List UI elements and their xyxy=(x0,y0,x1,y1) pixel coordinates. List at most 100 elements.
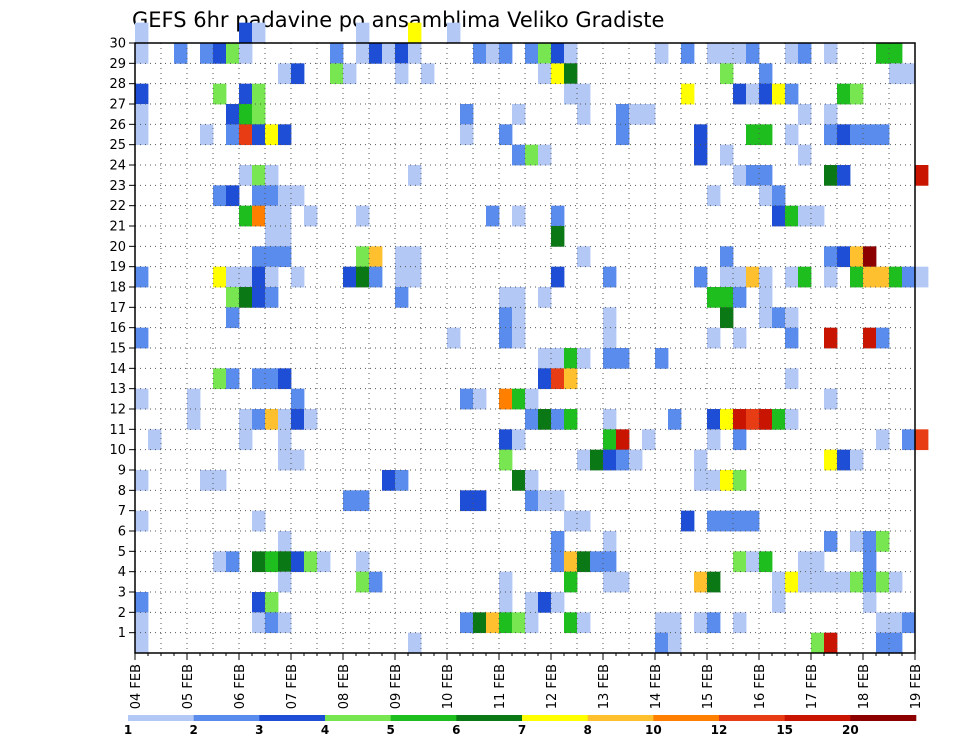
heatmap-cell xyxy=(265,592,279,613)
heatmap-cell xyxy=(876,266,890,288)
y-tick-label: 19 xyxy=(109,260,126,275)
heatmap-cell xyxy=(525,388,539,410)
heatmap-cell xyxy=(408,246,422,268)
heatmap-cell xyxy=(278,551,292,573)
heatmap-cell xyxy=(278,368,292,390)
heatmap-cell xyxy=(252,368,266,390)
x-tick-label: 06 FEB xyxy=(233,664,248,709)
heatmap-cell xyxy=(343,266,357,288)
heatmap-cell xyxy=(564,551,578,573)
colorbar-label: 5 xyxy=(386,723,394,737)
heatmap-cell xyxy=(590,551,604,573)
heatmap-cell xyxy=(239,124,253,146)
heatmap-cell xyxy=(304,551,318,573)
heatmap-cell xyxy=(746,551,760,573)
heatmap-cell xyxy=(252,205,266,227)
x-tick-label: 18 FEB xyxy=(857,664,872,709)
heatmap-cell xyxy=(226,185,240,207)
heatmap-cell xyxy=(798,571,812,593)
heatmap-cell xyxy=(863,592,877,613)
heatmap-cell xyxy=(759,307,773,329)
heatmap-cell xyxy=(525,470,539,491)
heatmap-cell xyxy=(239,205,253,227)
heatmap-cell xyxy=(811,551,825,573)
y-tick-label: 20 xyxy=(109,240,126,255)
heatmap-cell xyxy=(759,165,773,186)
heatmap-cell xyxy=(915,266,929,288)
heatmap-cell xyxy=(525,612,539,634)
heatmap-cell xyxy=(616,429,630,451)
heatmap-cell xyxy=(655,348,669,369)
colorbar-swatch xyxy=(456,715,523,721)
heatmap-cell xyxy=(772,307,786,329)
heatmap-cell xyxy=(200,124,214,146)
heatmap-cell xyxy=(915,165,929,186)
colorbar-label: 2 xyxy=(189,723,197,737)
heatmap-cell xyxy=(772,83,786,105)
heatmap-cell xyxy=(759,551,773,573)
heatmap-cell xyxy=(850,266,864,288)
heatmap-cell xyxy=(629,104,643,125)
plot-area xyxy=(134,22,929,654)
heatmap-cell xyxy=(265,287,279,308)
heatmap-cell xyxy=(265,409,279,430)
heatmap-cell xyxy=(733,612,747,634)
heatmap-cells xyxy=(135,22,929,654)
heatmap-cell xyxy=(694,470,708,491)
x-tick-label: 17 FEB xyxy=(805,664,820,709)
y-tick-label: 10 xyxy=(109,443,126,458)
y-tick-label: 24 xyxy=(109,159,126,174)
y-tick-label: 17 xyxy=(109,301,126,316)
heatmap-cell xyxy=(850,83,864,105)
heatmap-cell xyxy=(733,165,747,186)
heatmap-cell xyxy=(512,287,526,308)
heatmap-cell xyxy=(759,266,773,288)
y-tick-label: 12 xyxy=(109,403,126,418)
heatmap-cell xyxy=(785,83,799,105)
heatmap-cell xyxy=(850,531,864,552)
heatmap-cell xyxy=(239,287,253,308)
heatmap-cell xyxy=(395,43,409,64)
colorbar-label: 8 xyxy=(583,723,591,737)
heatmap-cell xyxy=(603,266,617,288)
x-tick-label: 13 FEB xyxy=(597,664,612,709)
heatmap-cell xyxy=(278,124,292,146)
heatmap-cell xyxy=(889,632,903,654)
heatmap-cell xyxy=(824,531,838,552)
heatmap-cell xyxy=(616,571,630,593)
heatmap-cell xyxy=(252,592,266,613)
heatmap-cell xyxy=(746,43,760,64)
heatmap-cell xyxy=(356,22,370,44)
heatmap-cell xyxy=(278,429,292,451)
heatmap-cell xyxy=(746,266,760,288)
heatmap-cell xyxy=(707,571,721,593)
heatmap-cell xyxy=(525,43,539,64)
colorbar-label: 3 xyxy=(255,723,263,737)
heatmap-cell xyxy=(551,266,565,288)
heatmap-cell xyxy=(408,266,422,288)
heatmap-cell xyxy=(902,612,916,634)
heatmap-cell xyxy=(226,43,240,64)
heatmap-cell xyxy=(824,327,838,349)
heatmap-cell xyxy=(759,63,773,85)
colorbar-label: 10 xyxy=(645,723,662,737)
heatmap-cell xyxy=(824,43,838,64)
heatmap-cell xyxy=(798,205,812,227)
heatmap-cell xyxy=(538,348,552,369)
x-tick-label: 08 FEB xyxy=(337,664,352,709)
x-tick-label: 11 FEB xyxy=(493,664,508,709)
y-tick-label: 7 xyxy=(118,504,126,519)
heatmap-cell xyxy=(252,287,266,308)
heatmap-cell xyxy=(395,246,409,268)
heatmap-cell xyxy=(395,287,409,308)
heatmap-cell xyxy=(135,632,149,654)
heatmap-cell xyxy=(499,327,513,349)
heatmap-cell xyxy=(278,449,292,471)
heatmap-cell xyxy=(252,551,266,573)
heatmap-cell xyxy=(356,490,370,512)
heatmap-cell xyxy=(525,144,539,166)
heatmap-cell xyxy=(863,571,877,593)
heatmap-cell xyxy=(694,144,708,166)
heatmap-cell xyxy=(226,307,240,329)
y-tick-label: 28 xyxy=(109,77,126,92)
